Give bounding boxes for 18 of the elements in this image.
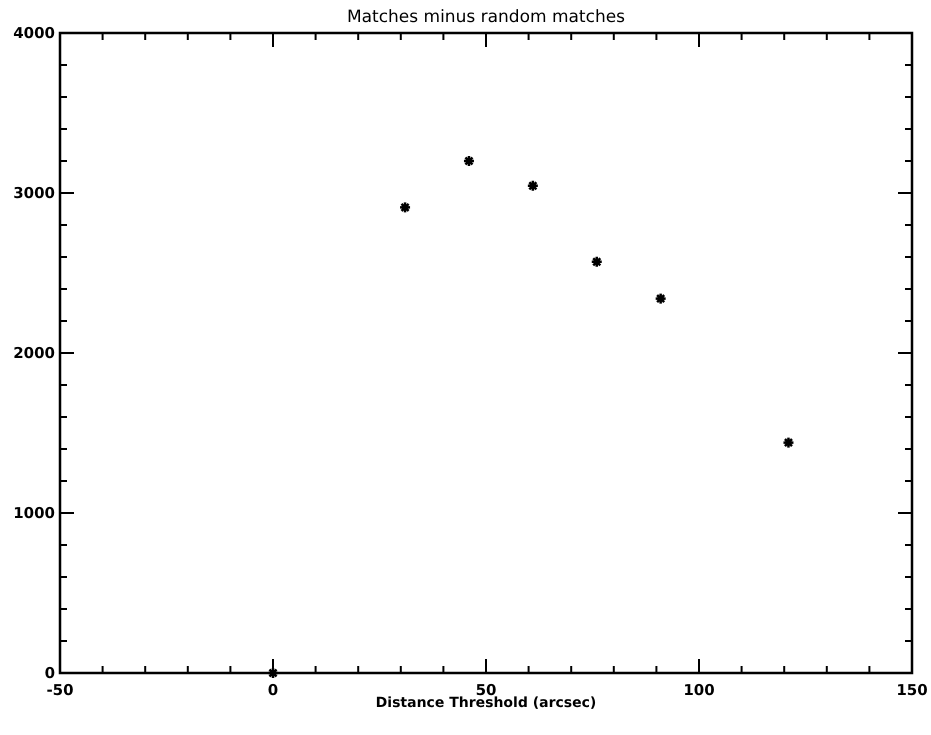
point (462, 154, 476, 168)
x-axis-title: Distance Threshold (arcsec) (376, 695, 596, 711)
point (526, 180, 540, 192)
y-tick-label: 4000 (13, 24, 55, 42)
point (590, 256, 604, 268)
point (398, 201, 412, 214)
point (266, 666, 280, 680)
x-tick-label: 150 (896, 681, 928, 699)
x-tick-label: -50 (46, 681, 74, 699)
y-tick-label: 2000 (13, 344, 55, 362)
x-tick-label: 0 (268, 681, 278, 699)
chart-title: Matches minus random matches (346, 7, 626, 27)
point (654, 292, 667, 305)
y-tick-label: 3000 (13, 184, 55, 202)
point (782, 436, 795, 449)
y-tick-label: 1000 (13, 504, 55, 522)
y-tick-label: 0 (44, 664, 55, 682)
x-tick-label: 100 (683, 681, 715, 699)
